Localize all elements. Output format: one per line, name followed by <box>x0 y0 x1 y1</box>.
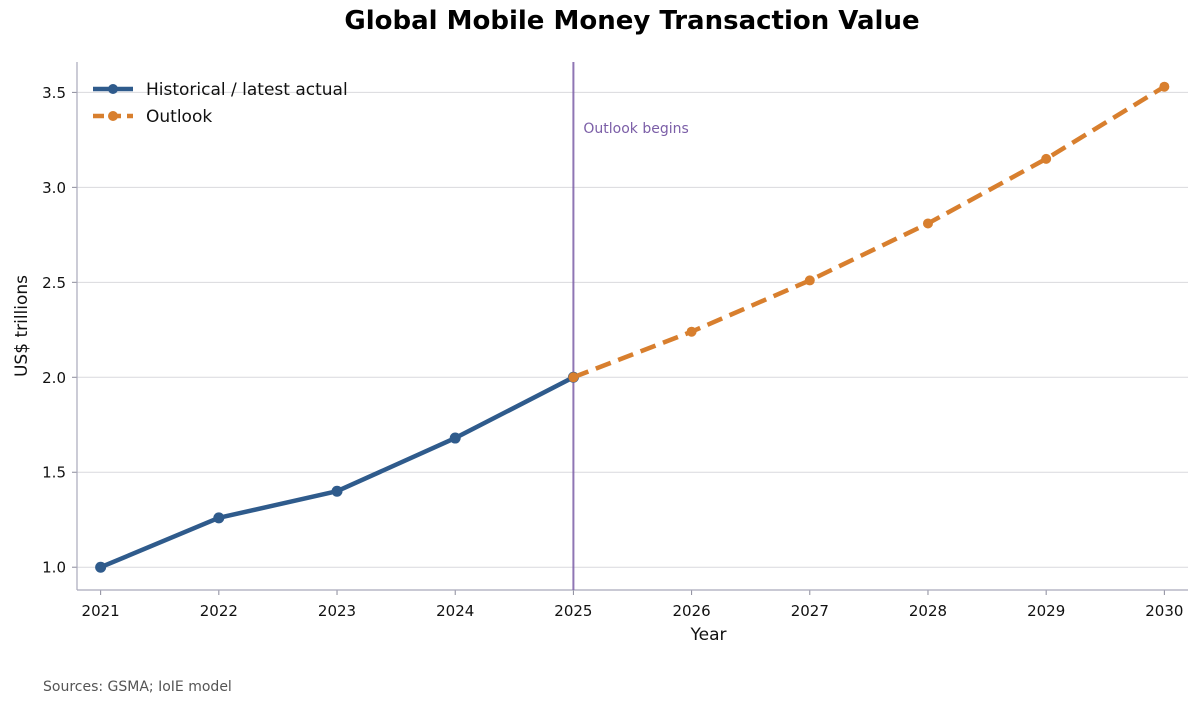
x-axis-label: Year <box>690 625 727 645</box>
data-point-outlook <box>1159 81 1170 92</box>
y-tick-label: 3.5 <box>42 84 66 102</box>
data-point-historical <box>213 512 225 524</box>
x-tick-label: 2028 <box>909 602 947 620</box>
legend: Historical / latest actual Outlook <box>93 80 348 127</box>
annotation-label: Outlook begins <box>583 121 688 137</box>
data-point-outlook <box>922 218 933 229</box>
axes: 1.0 1.5 2.0 2.5 3.0 3.5 2021 2022 2023 2024 2025 20… <box>12 62 1188 645</box>
annotations: Outlook begins <box>572 62 689 590</box>
data-point-outlook <box>568 372 579 383</box>
gridlines <box>77 91 1188 568</box>
y-tick-label: 3.0 <box>42 179 66 197</box>
x-tick-label: 2021 <box>82 602 120 620</box>
series-line-outlook <box>572 84 1166 380</box>
x-tick-label: 2027 <box>791 602 829 620</box>
source-note: Sources: GSMA; IoIE model <box>43 679 232 695</box>
y-tick-label: 1.5 <box>42 464 66 482</box>
x-tick-label: 2022 <box>200 602 238 620</box>
legend-label: Historical / latest actual <box>146 80 348 100</box>
x-tick-label: 2025 <box>554 602 592 620</box>
legend-label: Outlook <box>146 107 212 127</box>
data-point-outlook <box>804 275 815 286</box>
data-point-historical <box>449 432 461 444</box>
data-point-outlook <box>1041 153 1052 164</box>
y-axis-label: US$ trillions <box>12 275 32 377</box>
x-tick-label: 2029 <box>1027 602 1065 620</box>
x-tick-label: 2023 <box>318 602 356 620</box>
x-tick-label: 2026 <box>673 602 711 620</box>
series-lines <box>95 81 1170 573</box>
data-point-historical <box>95 561 107 573</box>
y-tick-label: 2.0 <box>42 369 66 387</box>
x-tick-label: 2030 <box>1145 602 1183 620</box>
y-tick-label: 2.5 <box>42 274 66 292</box>
legend-marker <box>108 111 118 121</box>
x-tick-label: 2024 <box>436 602 474 620</box>
data-point-outlook <box>686 326 697 337</box>
chart-title: Global Mobile Money Transaction Value <box>344 6 920 36</box>
data-point-historical <box>331 485 343 497</box>
legend-marker <box>108 84 118 94</box>
y-tick-label: 1.0 <box>42 559 66 577</box>
